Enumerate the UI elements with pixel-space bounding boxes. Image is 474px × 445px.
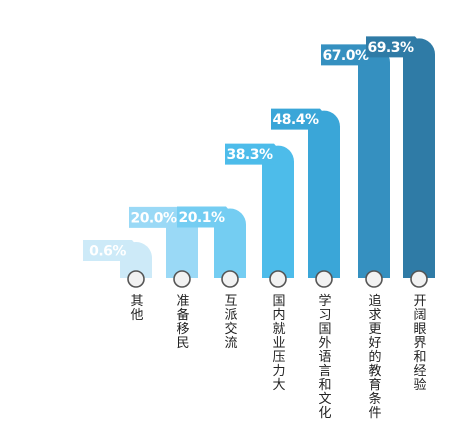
value-label-6: 67.0% <box>322 48 369 64</box>
value-callout-5 <box>271 108 329 130</box>
bar-5 <box>308 110 340 278</box>
category-label-2: 准备移民 <box>176 294 189 351</box>
axis-marker-3 <box>221 270 239 288</box>
value-label-1: 0.6% <box>89 244 126 260</box>
category-label-7: 开阔眼界和经验 <box>413 294 426 393</box>
axis-marker-1 <box>127 270 145 288</box>
value-label-5: 48.4% <box>272 112 319 128</box>
value-label-7: 69.3% <box>367 40 414 56</box>
value-callout-1 <box>83 240 141 261</box>
category-label-1: 其他 <box>130 294 143 323</box>
axis-marker-4 <box>269 270 287 288</box>
axis-marker-5 <box>315 270 333 288</box>
category-label-4: 国内就业压力大 <box>272 294 285 393</box>
axis-marker-6 <box>365 270 383 288</box>
bar-6 <box>358 46 390 278</box>
axis-marker-2 <box>173 270 191 288</box>
value-callout-7 <box>366 36 424 58</box>
value-label-3: 20.1% <box>178 210 225 226</box>
bar-7 <box>403 38 435 278</box>
value-callout-6 <box>321 44 379 66</box>
value-label-2: 20.0% <box>130 210 177 226</box>
category-label-6: 追求更好的教育条件 <box>368 293 381 421</box>
value-callout-3 <box>177 206 235 228</box>
value-label-4: 38.3% <box>226 147 273 163</box>
value-callout-4 <box>225 143 283 165</box>
bar-4 <box>262 145 294 278</box>
category-label-5: 学习国外语言和文化 <box>318 293 331 421</box>
axis-marker-7 <box>410 270 428 288</box>
category-label-3: 互派交流 <box>224 294 237 351</box>
value-callout-2 <box>129 206 187 228</box>
